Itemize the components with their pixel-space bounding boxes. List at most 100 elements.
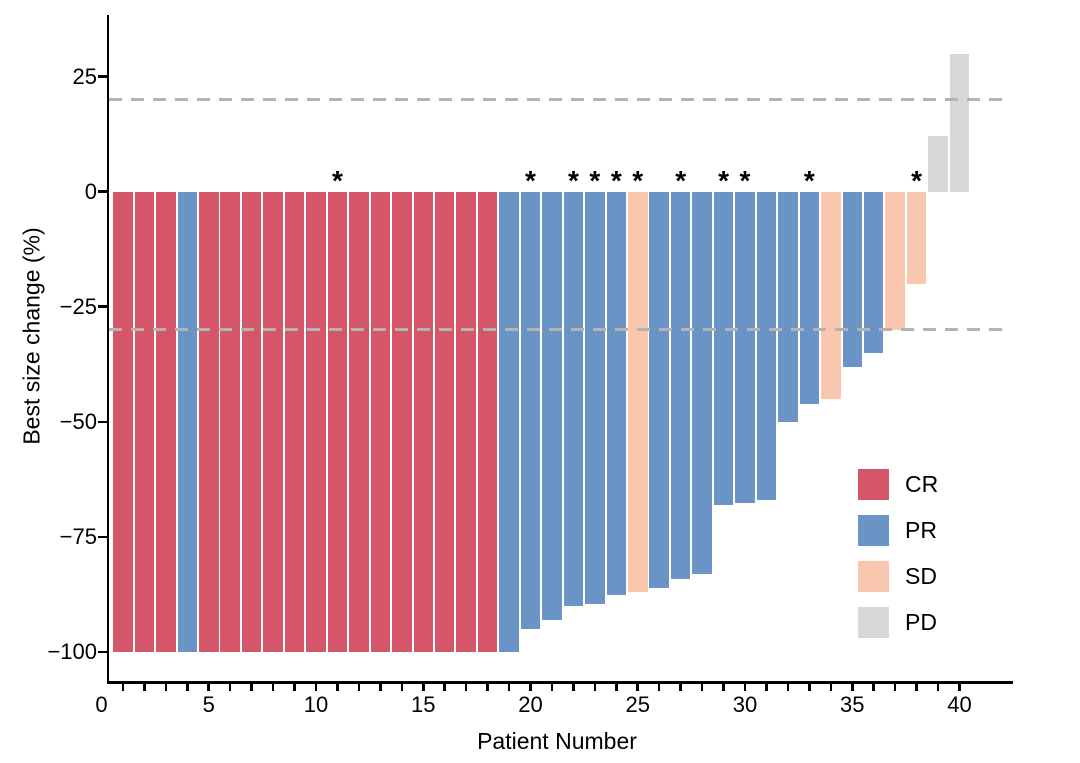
y-tick-label: 0	[84, 178, 97, 204]
x-tick	[850, 683, 854, 691]
bar-patient-6	[220, 192, 240, 653]
bar-patient-37	[885, 192, 905, 331]
asterisk-patient-38: *	[911, 165, 923, 196]
legend-label-pd: PD	[905, 609, 937, 635]
y-tick	[98, 75, 107, 78]
asterisk-patient-23: *	[589, 165, 601, 196]
bar-patient-36	[863, 192, 884, 354]
asterisk-patient-33: *	[803, 165, 815, 196]
y-tick-label: −100	[47, 639, 97, 664]
bar-patient-27	[670, 192, 691, 579]
y-axis-title: Best size change (%)	[18, 227, 45, 445]
y-tick-label: −75	[59, 523, 97, 549]
x-tick	[507, 683, 511, 691]
legend-item-cr: CR	[858, 469, 938, 500]
legend-item-pd: PD	[858, 607, 938, 638]
x-tick	[143, 683, 146, 691]
x-tick	[164, 683, 168, 691]
x-tick	[722, 683, 725, 691]
bar-patient-34	[821, 192, 841, 400]
x-tick	[228, 683, 232, 691]
legend-label-pr: PR	[905, 517, 937, 543]
y-tick	[98, 650, 107, 654]
asterisk-patient-11: *	[331, 165, 343, 196]
bar-patient-40	[949, 53, 970, 192]
bar-patient-18	[477, 192, 498, 653]
y-tick	[98, 190, 107, 193]
x-tick	[679, 683, 682, 691]
legend-item-sd: SD	[858, 561, 938, 592]
reference-line-minus30	[109, 328, 1010, 332]
y-tick-label: 25	[72, 63, 97, 89]
x-tick	[357, 683, 361, 691]
y-axis-spine	[106, 15, 110, 684]
x-axis-title: Patient Number	[477, 728, 637, 754]
bar-patient-20	[520, 192, 541, 630]
asterisk-patient-25: *	[632, 165, 644, 196]
x-tick	[421, 683, 425, 691]
y-tick	[98, 420, 107, 424]
bar-patient-3	[156, 192, 176, 653]
x-tick	[400, 683, 404, 691]
x-tick	[872, 683, 875, 691]
x-tick	[700, 683, 704, 691]
x-tick-label: 20	[518, 692, 543, 717]
bar-patient-28	[692, 192, 712, 575]
bar-patient-4	[177, 192, 198, 653]
x-tick	[657, 683, 661, 691]
x-tick	[336, 683, 339, 691]
x-tick-label: 0	[95, 692, 108, 717]
bar-patient-25	[628, 192, 648, 593]
x-tick	[936, 683, 940, 691]
bar-patient-39	[928, 136, 948, 192]
bar-patient-29	[713, 192, 734, 505]
bar-patient-14	[392, 192, 412, 653]
legend-swatch-cr	[858, 469, 889, 500]
bar-patient-15	[413, 192, 433, 653]
x-tick	[529, 683, 532, 691]
x-tick	[293, 683, 296, 691]
bar-patient-17	[456, 192, 476, 653]
asterisk-patient-20: *	[525, 165, 536, 196]
bar-patient-21	[542, 192, 562, 621]
bar-patient-26	[649, 192, 669, 588]
bar-patient-19	[499, 192, 519, 653]
legend-label-cr: CR	[905, 471, 939, 497]
x-tick	[765, 683, 768, 691]
x-tick-label: 10	[303, 692, 329, 717]
asterisk-patient-22: *	[567, 165, 579, 196]
bar-patient-38	[906, 192, 927, 285]
x-tick	[572, 683, 575, 691]
x-tick	[443, 683, 446, 691]
bar-patient-5	[199, 192, 219, 653]
bar-patient-7	[241, 192, 262, 653]
x-tick	[786, 683, 790, 691]
x-tick	[615, 683, 618, 691]
bar-patient-10	[306, 192, 326, 653]
x-tick-label: 15	[411, 692, 436, 717]
x-tick-label: 25	[625, 692, 650, 717]
y-tick-label: −25	[59, 293, 97, 319]
legend: CR PR SD PD	[858, 469, 938, 638]
x-tick	[829, 683, 833, 691]
x-tick-label: 35	[840, 692, 865, 717]
bar-patient-24	[606, 192, 627, 595]
x-tick	[464, 683, 468, 691]
x-tick-label: 30	[732, 692, 758, 717]
bar-patient-1	[113, 192, 133, 653]
legend-item-pr: PR	[858, 515, 938, 546]
x-tick	[314, 683, 318, 691]
y-tick	[98, 535, 107, 539]
x-tick	[379, 683, 382, 691]
bar-patient-31	[756, 192, 777, 501]
bar-patient-32	[778, 192, 798, 423]
x-tick	[271, 683, 275, 691]
x-tick	[893, 683, 897, 691]
x-tick	[186, 683, 189, 691]
x-tick	[915, 683, 918, 691]
bar-patient-11	[327, 192, 348, 653]
x-tick	[593, 683, 597, 691]
legend-swatch-pd	[858, 607, 889, 638]
